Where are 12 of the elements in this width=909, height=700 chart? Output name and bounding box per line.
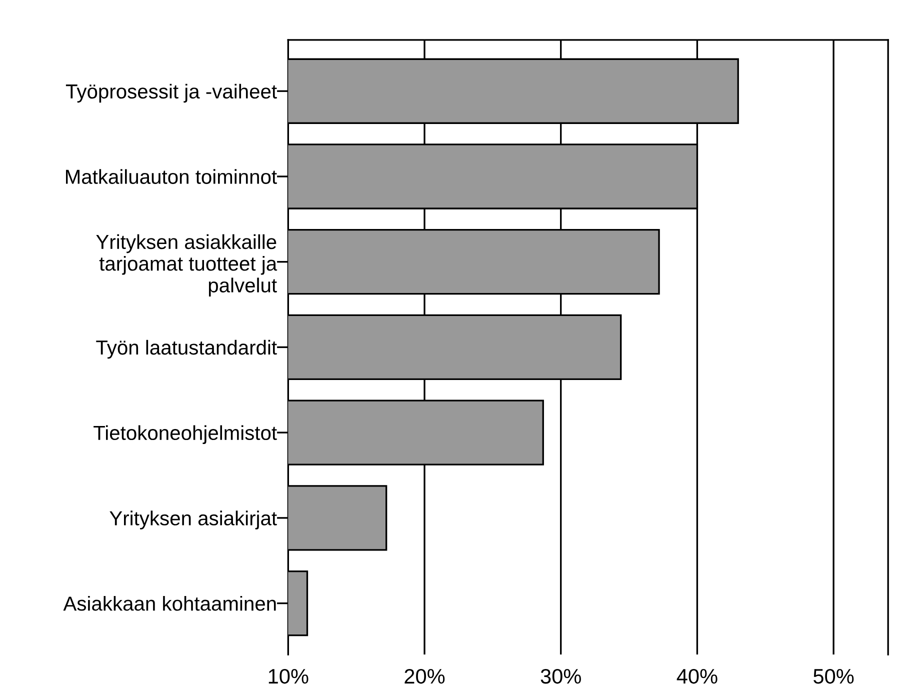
x-tick-label: 30% (540, 668, 581, 684)
y-tick-label: Yrityksen asiakkaille tarjoamat tuotteet ja palvelut (96, 234, 278, 296)
x-tick-label: 10% (268, 668, 308, 684)
x-tick-label: 50% (814, 668, 854, 684)
y-tick-label: Yrityksen asiakirjat (110, 510, 277, 530)
y-tick-label: Asiakkaan kohtaaminen (63, 596, 276, 611)
x-tick-label: 20% (404, 668, 445, 684)
y-tick-label: Tietokoneohjelmistot (94, 425, 277, 444)
y-tick-label: Matkailuauton toiminnot (66, 169, 277, 184)
x-tick-label: 40% (676, 668, 718, 684)
y-tick-label: Työprosessit ja -vaiheet (66, 84, 277, 103)
y-tick-label: Työn laatustandardit (96, 340, 277, 359)
